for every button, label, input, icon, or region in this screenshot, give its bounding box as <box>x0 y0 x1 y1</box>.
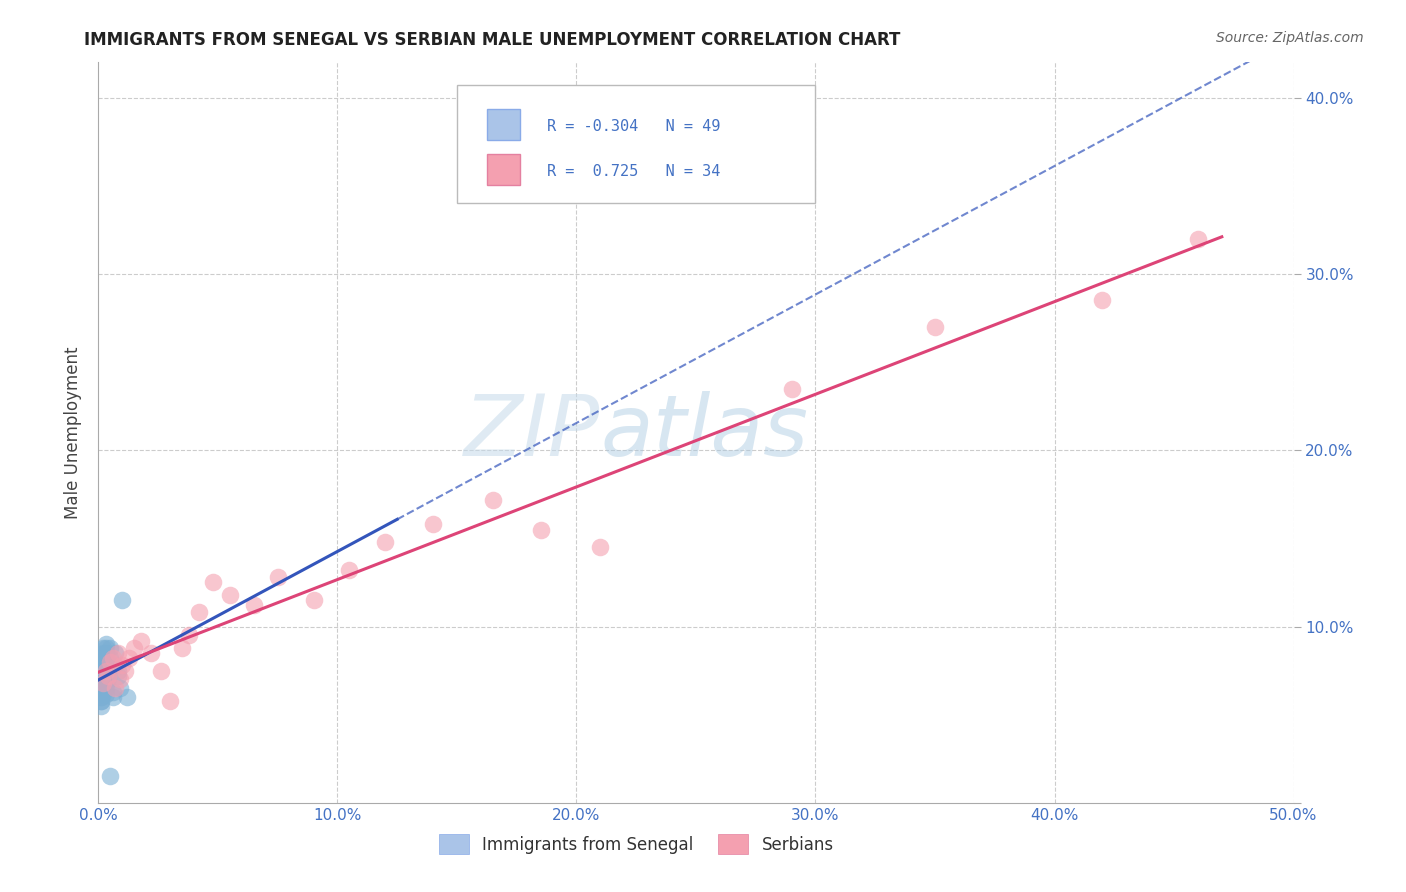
Point <box>98 769 122 783</box>
Point <box>94 681 117 696</box>
Point <box>94 676 117 690</box>
Point <box>124 640 146 655</box>
Point <box>101 651 124 665</box>
Point <box>118 651 141 665</box>
Point <box>90 681 112 696</box>
Point <box>91 658 114 673</box>
Point <box>91 667 114 681</box>
Point <box>101 685 124 699</box>
Point <box>104 681 127 696</box>
Y-axis label: Male Unemployment: Male Unemployment <box>65 346 83 519</box>
Point <box>107 669 129 683</box>
Point <box>90 690 112 704</box>
Text: ZIP: ZIP <box>464 391 600 475</box>
Point <box>108 681 131 696</box>
Point <box>97 673 120 687</box>
Point <box>108 673 131 687</box>
Point <box>187 606 209 620</box>
Point <box>481 492 505 507</box>
Point <box>111 593 134 607</box>
Point <box>91 686 114 700</box>
Point <box>97 669 120 683</box>
Text: atlas: atlas <box>600 391 808 475</box>
Point <box>94 673 117 687</box>
Point <box>111 658 134 673</box>
Point <box>94 669 117 683</box>
Point <box>98 640 122 655</box>
Point <box>94 686 117 700</box>
Point <box>91 673 114 687</box>
Point <box>98 651 122 665</box>
Point <box>149 664 172 678</box>
Point <box>139 646 162 660</box>
Point <box>179 628 201 642</box>
Point <box>219 588 242 602</box>
Point <box>589 540 612 554</box>
Point <box>90 693 112 707</box>
Point <box>924 319 946 334</box>
Point <box>90 681 112 696</box>
Point <box>91 669 114 683</box>
Point <box>91 658 114 673</box>
Point <box>90 698 112 713</box>
Point <box>90 664 112 678</box>
Point <box>267 570 290 584</box>
Point <box>302 593 325 607</box>
Point <box>101 690 124 704</box>
Point <box>94 646 117 660</box>
Point <box>90 690 112 704</box>
Point <box>114 664 136 678</box>
Point <box>131 633 153 648</box>
Point <box>104 658 127 673</box>
Point <box>530 523 553 537</box>
Point <box>115 690 138 704</box>
Point <box>374 535 396 549</box>
FancyBboxPatch shape <box>486 153 520 185</box>
Text: Source: ZipAtlas.com: Source: ZipAtlas.com <box>1216 31 1364 45</box>
Point <box>243 599 266 613</box>
Point <box>107 646 129 660</box>
Point <box>1187 232 1209 246</box>
Point <box>202 575 225 590</box>
Point <box>422 517 444 532</box>
Point <box>94 646 117 660</box>
FancyBboxPatch shape <box>486 109 520 140</box>
Point <box>90 655 112 669</box>
Point <box>339 563 361 577</box>
Point <box>90 678 112 692</box>
Text: R =  0.725   N = 34: R = 0.725 N = 34 <box>547 164 720 178</box>
Legend: Immigrants from Senegal, Serbians: Immigrants from Senegal, Serbians <box>432 828 841 861</box>
Text: IMMIGRANTS FROM SENEGAL VS SERBIAN MALE UNEMPLOYMENT CORRELATION CHART: IMMIGRANTS FROM SENEGAL VS SERBIAN MALE … <box>84 31 901 49</box>
Point <box>91 646 114 660</box>
Point <box>97 669 120 683</box>
Point <box>91 676 114 690</box>
Point <box>1091 293 1114 308</box>
Point <box>94 640 117 655</box>
Point <box>780 382 803 396</box>
Point <box>90 685 112 699</box>
Point <box>91 640 114 655</box>
Point <box>91 658 114 673</box>
FancyBboxPatch shape <box>457 85 815 203</box>
Point <box>91 651 114 665</box>
Point <box>172 640 194 655</box>
Point <box>91 664 114 678</box>
Point <box>91 651 114 665</box>
Point <box>94 637 117 651</box>
Text: R = -0.304   N = 49: R = -0.304 N = 49 <box>547 120 720 135</box>
Point <box>90 693 112 707</box>
Point <box>90 676 112 690</box>
Point <box>94 664 117 678</box>
Point <box>97 655 120 669</box>
Point <box>98 655 122 669</box>
Point <box>97 664 120 678</box>
Point <box>104 646 127 660</box>
Point <box>159 693 181 707</box>
Point <box>107 664 129 678</box>
